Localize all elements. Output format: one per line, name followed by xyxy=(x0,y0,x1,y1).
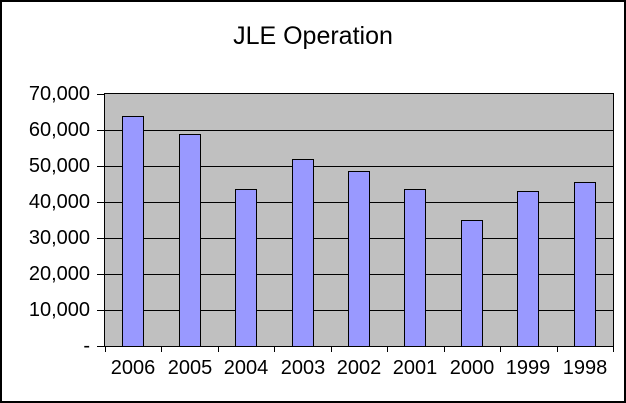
y-axis-tick xyxy=(97,94,104,95)
y-axis-label: 40,000 xyxy=(28,191,90,213)
plot-area xyxy=(104,93,614,347)
y-axis-label: 70,000 xyxy=(28,83,90,105)
y-axis-tick xyxy=(97,238,104,239)
x-axis-tick xyxy=(218,347,219,352)
x-axis-tick xyxy=(274,347,275,352)
x-axis-label: 2005 xyxy=(167,357,213,379)
x-axis-tick xyxy=(613,347,614,352)
x-axis-label: 1998 xyxy=(562,357,608,379)
bar-1998 xyxy=(574,182,596,346)
x-axis-tick xyxy=(500,347,501,352)
x-axis-label: 2006 xyxy=(110,357,156,379)
bar-2003 xyxy=(292,159,314,346)
bar-2004 xyxy=(235,189,257,346)
y-axis-tick xyxy=(97,202,104,203)
x-axis-label: 2001 xyxy=(392,357,438,379)
x-axis-tick xyxy=(105,347,106,352)
x-axis-label: 1999 xyxy=(505,357,551,379)
x-axis-tick xyxy=(331,347,332,352)
y-axis-label: 20,000 xyxy=(28,263,90,285)
bar-1999 xyxy=(517,191,539,346)
x-axis-tick xyxy=(387,347,388,352)
chart-title: JLE Operation xyxy=(233,22,393,50)
gridline xyxy=(105,166,613,167)
y-axis-label: 30,000 xyxy=(28,227,90,249)
x-axis-tick xyxy=(161,347,162,352)
y-axis-label: 10,000 xyxy=(28,299,90,321)
x-axis-label: 2004 xyxy=(223,357,269,379)
y-axis-tick xyxy=(97,166,104,167)
x-axis-label: 2000 xyxy=(449,357,495,379)
bar-2001 xyxy=(404,189,426,346)
y-axis-label: 50,000 xyxy=(28,155,90,177)
y-axis-label: - xyxy=(83,335,90,357)
y-axis-label: 60,000 xyxy=(28,119,90,141)
x-axis-label: 2002 xyxy=(336,357,382,379)
y-axis-tick xyxy=(97,346,104,347)
bar-2002 xyxy=(348,171,370,346)
x-axis-label: 2003 xyxy=(280,357,326,379)
x-axis-tick xyxy=(557,347,558,352)
y-axis-tick xyxy=(97,130,104,131)
x-axis-tick xyxy=(444,347,445,352)
bar-2005 xyxy=(179,134,201,346)
bar-2000 xyxy=(461,220,483,346)
y-axis-tick xyxy=(97,310,104,311)
bar-2006 xyxy=(122,116,144,346)
y-axis-tick xyxy=(97,274,104,275)
gridline xyxy=(105,130,613,131)
